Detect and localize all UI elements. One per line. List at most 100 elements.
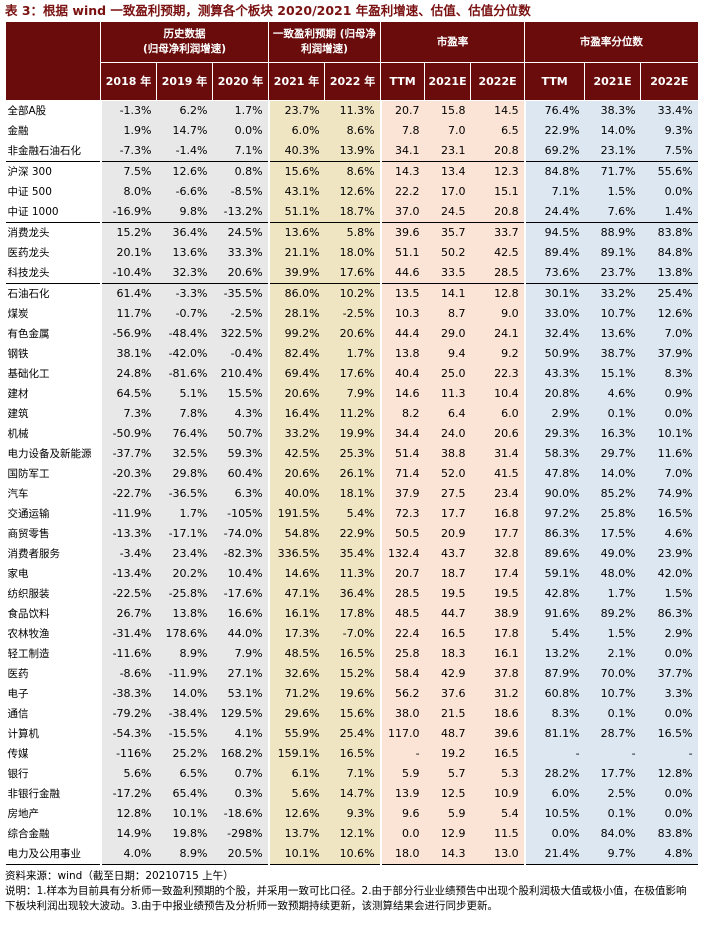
cell: 38.3% <box>584 100 641 121</box>
cell: 76.4% <box>523 100 585 121</box>
cell: -82.3% <box>212 544 269 564</box>
cell: 10.3 <box>379 304 425 324</box>
cell: 20.6% <box>267 384 325 404</box>
cell: 38.7% <box>584 344 641 364</box>
cell: 73.6% <box>523 263 585 284</box>
table-row: 电力及公用事业 4.0% 8.9% 20.5% 10.1% 10.6% 18.0 14.3 13… <box>5 844 698 865</box>
cell: 15.5% <box>212 384 269 404</box>
cell: 33.0% <box>523 304 585 324</box>
cell: 32.3% <box>156 263 213 284</box>
cell: 23.4% <box>156 544 213 564</box>
cell: 191.5% <box>267 504 325 524</box>
cell: 85.2% <box>584 484 641 504</box>
cell: 33.3% <box>212 243 269 263</box>
cell: 28.5 <box>470 263 525 284</box>
cell: 7.0 <box>424 121 471 141</box>
cell: 82.4% <box>267 344 325 364</box>
cell: -20.3% <box>99 464 157 484</box>
cell: 5.4 <box>470 804 525 824</box>
cell: 7.9% <box>212 644 269 664</box>
cell: 11.6% <box>640 444 698 464</box>
cell: -11.9% <box>156 664 213 684</box>
cell: 20.2% <box>156 564 213 584</box>
table-row: 消费龙头 15.2% 36.4% 24.5% 13.6% 5.8% 39.6 35.7 33.7… <box>5 222 698 243</box>
table-row: 有色金属 -56.9% -48.4% 322.5% 99.2% 20.6% 44.4 29.0… <box>5 324 698 344</box>
cell: -38.4% <box>156 704 213 724</box>
row-name: 机械 <box>5 424 101 444</box>
cell: 2.5% <box>584 784 641 804</box>
row-name: 商贸零售 <box>5 524 101 544</box>
column-header: 2020 年 <box>211 62 269 101</box>
cell: 55.9% <box>267 724 325 744</box>
table-row: 沪深 300 7.5% 12.6% 0.8% 15.6% 8.6% 14.3 13.4 12.3… <box>5 161 698 182</box>
row-name: 房地产 <box>5 804 101 824</box>
table-row: 计算机 -54.3% -15.5% 4.1% 55.9% 25.4% 117.0 48.7 39… <box>5 724 698 744</box>
cell: 37.9% <box>640 344 698 364</box>
cell: 61.4% <box>99 283 157 304</box>
cell: -17.6% <box>212 584 269 604</box>
cell: 0.0% <box>640 704 698 724</box>
cell: 178.6% <box>156 624 213 644</box>
cell: 14.0% <box>156 684 213 704</box>
cell: 19.8% <box>156 824 213 844</box>
group-header: 市盈率 <box>380 22 525 63</box>
cell: 26.1% <box>324 464 381 484</box>
cell: 14.6% <box>267 564 325 584</box>
table-row: 机械 -50.9% 76.4% 50.7% 33.2% 19.9% 34.4 24.0 20.6… <box>5 424 698 444</box>
cell: 12.6% <box>640 304 698 324</box>
cell: 14.1 <box>424 283 471 304</box>
table-row: 医药龙头 20.1% 13.6% 33.3% 21.1% 18.0% 51.1 50.2 42.… <box>5 243 698 263</box>
cell: 11.3% <box>324 564 381 584</box>
cell: -8.5% <box>212 182 269 202</box>
cell: 17.8% <box>324 604 381 624</box>
cell: 71.4 <box>379 464 425 484</box>
table-row: 交通运输 -11.9% 1.7% -105% 191.5% 5.4% 72.3 17.7 16.… <box>5 504 698 524</box>
cell: 16.4% <box>267 404 325 424</box>
cell: -3.4% <box>99 544 157 564</box>
cell: 28.7% <box>584 724 641 744</box>
cell: 24.5 <box>424 202 471 223</box>
cell: 22.3 <box>470 364 525 384</box>
cell: 51.1 <box>379 243 425 263</box>
document: 表 3：根据 wind 一致盈利预期，测算各个板块 2020/2021 年盈利增… <box>5 0 698 914</box>
note: 说明：1.样本为目前具有分析师一致盈利预期的个股，并采用一致可比口径。2.由于部… <box>5 885 687 912</box>
cell: 97.2% <box>523 504 585 524</box>
cell: 33.2% <box>584 283 641 304</box>
table-row: 消费者服务 -3.4% 23.4% -82.3% 336.5% 35.4% 132.4 43.… <box>5 544 698 564</box>
cell: 24.1 <box>470 324 525 344</box>
cell: 36.4% <box>324 584 381 604</box>
cell: 10.2% <box>324 283 381 304</box>
cell: 54.8% <box>267 524 325 544</box>
column-header: TTM <box>380 62 425 101</box>
table-row: 食品饮料 26.7% 13.8% 16.6% 16.1% 17.8% 48.5 44.7 38.… <box>5 604 698 624</box>
table-row: 综合金融 14.9% 19.8% -298% 13.7% 12.1% 0.0 12.9 11.5… <box>5 824 698 844</box>
cell: 40.3% <box>267 141 325 162</box>
cell: -6.6% <box>156 182 213 202</box>
cell: 34.4 <box>379 424 425 444</box>
cell: 18.7 <box>424 564 471 584</box>
cell: 20.8 <box>470 141 525 162</box>
group-header: 历史数据 (归母净利润增速) <box>99 22 269 63</box>
row-name: 煤炭 <box>5 304 101 324</box>
cell: 10.1% <box>267 844 325 865</box>
cell: 4.1% <box>212 724 269 744</box>
cell: 7.0% <box>640 464 698 484</box>
cell: 16.5% <box>640 724 698 744</box>
cell: 0.9% <box>640 384 698 404</box>
cell: 48.7 <box>424 724 471 744</box>
cell: 4.6% <box>584 384 641 404</box>
cell: 87.9% <box>523 664 585 684</box>
cell: 19.5 <box>470 584 525 604</box>
cell: 5.9 <box>424 804 471 824</box>
cell: 40.0% <box>267 484 325 504</box>
cell: 36.4% <box>156 222 213 243</box>
row-name: 交通运输 <box>5 504 101 524</box>
cell: 52.0 <box>424 464 471 484</box>
row-name: 非银行金融 <box>5 784 101 804</box>
cell: -37.7% <box>99 444 157 464</box>
table-row: 钢铁 38.1% -42.0% -0.4% 82.4% 1.7% 13.8 9.4 9.2 50.… <box>5 344 698 364</box>
cell: -81.6% <box>156 364 213 384</box>
cell: 9.7% <box>584 844 641 865</box>
cell: 168.2% <box>212 744 269 764</box>
